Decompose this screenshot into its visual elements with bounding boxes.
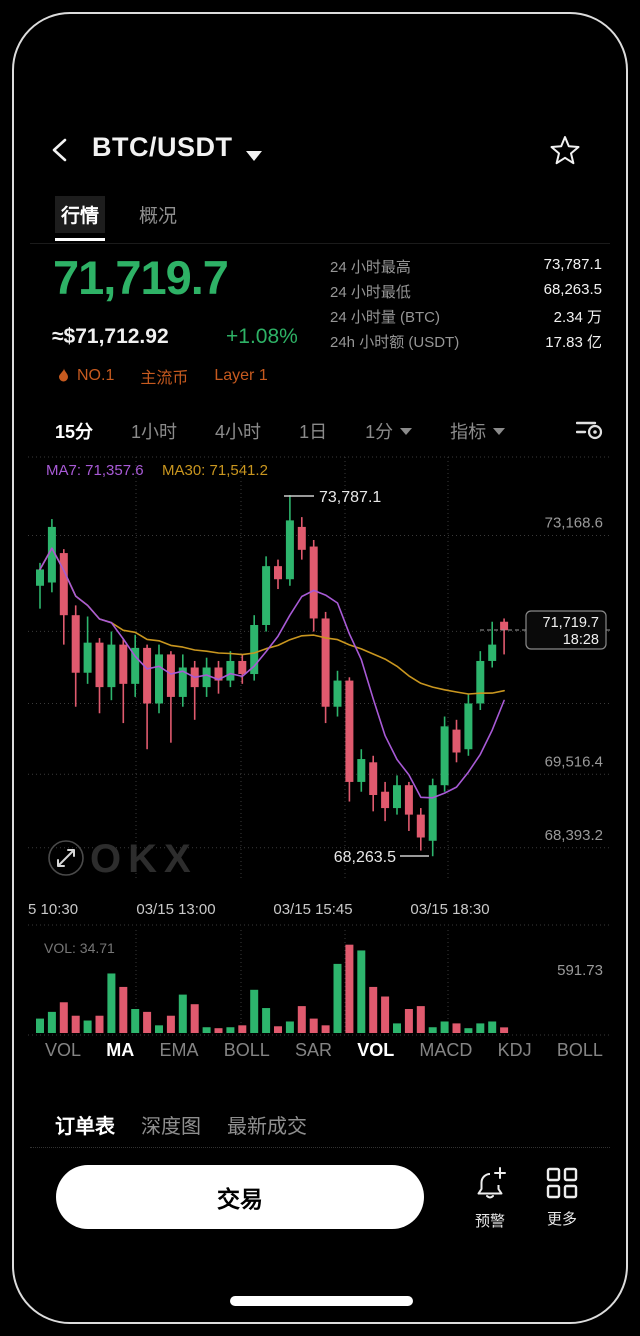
stat-label: 24 小时最高 — [330, 259, 411, 276]
pair-dropdown-caret-icon[interactable] — [246, 151, 262, 161]
pair-title[interactable]: BTC/USDT — [92, 132, 233, 162]
candlestick-chart[interactable]: 73,168.671,702.869,516.468,393.25 10:300… — [28, 450, 612, 1038]
indicator-macd[interactable]: MACD — [419, 1040, 473, 1060]
expand-icon[interactable] — [48, 840, 84, 876]
stat-value: 73,787.1 — [543, 256, 602, 273]
chart-gridlines — [28, 456, 612, 1036]
svg-text:03/15 15:45: 03/15 15:45 — [273, 901, 352, 918]
flame-icon — [59, 368, 68, 382]
tab-overview[interactable]: 概况 — [139, 206, 178, 227]
chart-axis-labels: 73,168.671,702.869,516.468,393.25 10:300… — [28, 515, 603, 918]
stat-row-low: 24 小时最低 68,263.5 — [330, 281, 602, 306]
change-percent: +1.08% — [226, 325, 298, 348]
indicator-sar[interactable]: SAR — [294, 1040, 332, 1060]
okx-watermark: OKX — [48, 837, 198, 881]
stats-panel: 24 小时最高 73,787.1 24 小时最低 68,263.5 24 小时量… — [330, 256, 602, 356]
ma30-line — [39, 547, 505, 695]
timeframe-more-dropdown[interactable]: 1分 — [365, 418, 413, 444]
grid-more-icon — [546, 1167, 578, 1199]
tab-depth-chart[interactable]: 深度图 — [141, 1116, 201, 1138]
indicator-boll-2[interactable]: BOLL — [556, 1040, 603, 1060]
indicator-boll-1[interactable]: BOLL — [223, 1040, 270, 1060]
rank-badge[interactable]: NO.1 — [56, 367, 114, 385]
low-annotation-label: 68,263.5 — [334, 849, 396, 866]
bell-plus-icon — [477, 1167, 506, 1199]
indicator-vol-1[interactable]: VOL — [45, 1040, 82, 1060]
indicator-ma[interactable]: MA — [106, 1040, 135, 1060]
chart-settings-icon[interactable] — [576, 418, 604, 440]
alert-action[interactable]: 预警 — [458, 1166, 522, 1231]
candlesticks — [36, 495, 509, 857]
svg-text:5 10:30: 5 10:30 — [28, 901, 78, 918]
tab-order-book[interactable]: 订单表 — [55, 1116, 115, 1138]
svg-text:68,393.2: 68,393.2 — [545, 827, 603, 844]
timeframe-1d[interactable]: 1日 — [299, 422, 328, 442]
ma7-legend: MA7: 71,357.6 — [46, 462, 144, 479]
stat-row-turnover-usdt: 24h 小时额 (USDT) 17.83 亿 — [330, 331, 602, 356]
stat-label: 24h 小时额 (USDT) — [330, 334, 460, 351]
indicator-kdj[interactable]: KDJ — [497, 1040, 532, 1060]
more-label: 更多 — [546, 1211, 577, 1228]
tag-time: 18:28 — [563, 632, 599, 648]
indicator-ema[interactable]: EMA — [159, 1040, 199, 1060]
last-price-tag[interactable]: 71,719.7 18:28 — [480, 610, 612, 650]
rank-badge-label: NO.1 — [77, 367, 115, 384]
trade-button[interactable]: 交易 — [56, 1165, 424, 1229]
chevron-down-icon — [493, 427, 506, 435]
volume-current-label: VOL: 34.71 — [44, 940, 115, 956]
tag-price: 71,719.7 — [543, 615, 599, 631]
svg-text:03/15 18:30: 03/15 18:30 — [410, 901, 489, 918]
high-annotation-label: 73,787.1 — [319, 489, 381, 506]
timeframe-4h[interactable]: 4小时 — [215, 422, 262, 442]
volume-bars — [36, 944, 509, 1033]
orderbook-divider — [30, 1147, 610, 1148]
indicator-tab-row: VOL MA EMA BOLL SAR VOL MACD KDJ BOLL — [45, 1040, 603, 1061]
stat-row-high: 24 小时最高 73,787.1 — [330, 256, 602, 281]
last-price: 71,719.7 — [53, 251, 229, 304]
favorite-star-icon[interactable] — [549, 134, 581, 166]
tab-quotes[interactable]: 行情 — [55, 196, 106, 241]
volume-axis-max: 591.73 — [557, 962, 603, 979]
fiat-price: ≈$71,712.92 — [52, 325, 169, 348]
alert-label: 预警 — [474, 1213, 505, 1230]
indicator-vol-2[interactable]: VOL — [357, 1040, 395, 1060]
stat-value: 68,263.5 — [543, 281, 602, 298]
stat-label: 24 小时量 (BTC) — [330, 309, 441, 326]
header-divider — [30, 243, 610, 244]
stat-value: 17.83 亿 — [545, 334, 602, 351]
ma30-legend: MA30: 71,541.2 — [162, 462, 268, 479]
timeframe-15m[interactable]: 15分 — [55, 422, 94, 442]
badge-row: NO.1 主流币 Layer 1 — [56, 364, 268, 388]
orderbook-tab-row: 订单表 深度图 最新成交 — [55, 1110, 307, 1139]
stat-value: 2.34 万 — [553, 309, 602, 326]
timeframe-1h[interactable]: 1小时 — [131, 422, 178, 442]
market-overview-tabs: 行情 概况 — [55, 196, 183, 241]
svg-text:69,516.4: 69,516.4 — [545, 753, 603, 770]
tab-latest-trades[interactable]: 最新成交 — [227, 1116, 307, 1138]
indicator-dropdown[interactable]: 指标 — [450, 418, 506, 444]
timeframe-row: 15分 1小时 4小时 1日 1分 指标 — [55, 418, 543, 444]
expand-arrows-icon — [57, 849, 75, 867]
watermark-text: OKX — [90, 837, 198, 881]
stat-row-volume-btc: 24 小时量 (BTC) 2.34 万 — [330, 306, 602, 331]
stat-label: 24 小时最低 — [330, 284, 411, 301]
home-indicator[interactable] — [230, 1296, 413, 1306]
back-icon[interactable] — [48, 136, 72, 164]
layer1-badge[interactable]: Layer 1 — [214, 367, 268, 384]
ma7-line — [39, 547, 505, 799]
svg-text:73,168.6: 73,168.6 — [545, 515, 603, 532]
svg-text:03/15 13:00: 03/15 13:00 — [136, 901, 215, 918]
more-action[interactable]: 更多 — [530, 1166, 594, 1229]
chevron-down-icon — [400, 427, 413, 435]
mainstream-badge[interactable]: 主流币 — [140, 370, 189, 387]
last-price-tag-box — [525, 610, 607, 650]
